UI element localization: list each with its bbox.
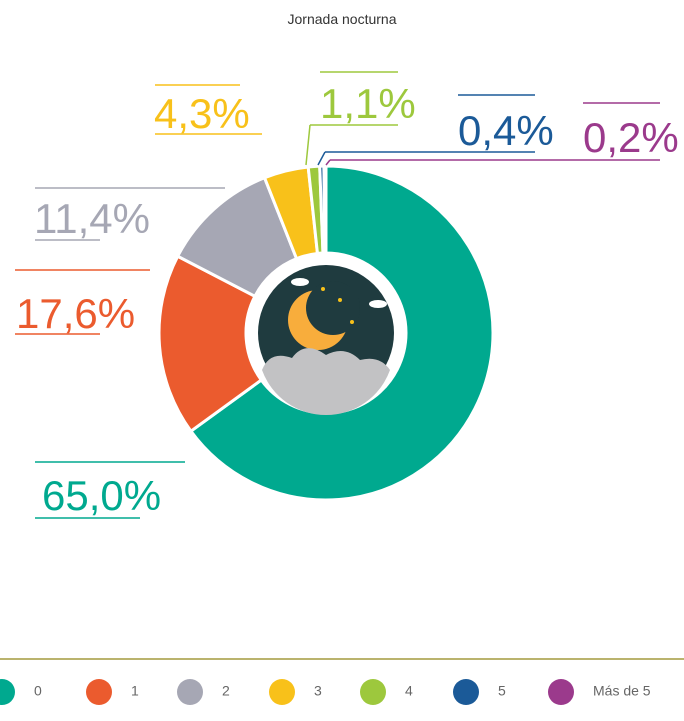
leader-line — [326, 160, 330, 165]
value-label: 65,0% — [42, 472, 161, 519]
legend-swatch — [548, 679, 574, 705]
legend-swatch — [360, 679, 386, 705]
chart: Jornada nocturna 65,0% 17,6% 11,4% 4,3% 1,1%… — [0, 0, 684, 721]
value-label: 1,1% — [320, 80, 416, 127]
legend-label: 5 — [498, 683, 506, 699]
legend-swatch — [269, 679, 295, 705]
legend-label: 1 — [131, 683, 139, 699]
legend-swatch — [177, 679, 203, 705]
chart-title: Jornada nocturna — [288, 11, 397, 27]
slice — [324, 166, 326, 253]
legend-label: 0 — [34, 683, 42, 699]
legend-label: 4 — [405, 683, 413, 699]
value-label: 17,6% — [16, 290, 135, 337]
leader-line — [318, 152, 325, 165]
leader-line — [306, 125, 310, 165]
legend-label: 3 — [314, 683, 322, 699]
legend-label: 2 — [222, 683, 230, 699]
legend-swatch — [86, 679, 112, 705]
value-label: 0,4% — [458, 107, 554, 154]
legend-swatch — [453, 679, 479, 705]
value-label: 0,2% — [583, 114, 679, 161]
legend-swatch — [0, 679, 15, 705]
value-label: 4,3% — [154, 90, 250, 137]
legend-label: Más de 5 — [593, 683, 651, 699]
value-label: 11,4% — [34, 195, 150, 242]
